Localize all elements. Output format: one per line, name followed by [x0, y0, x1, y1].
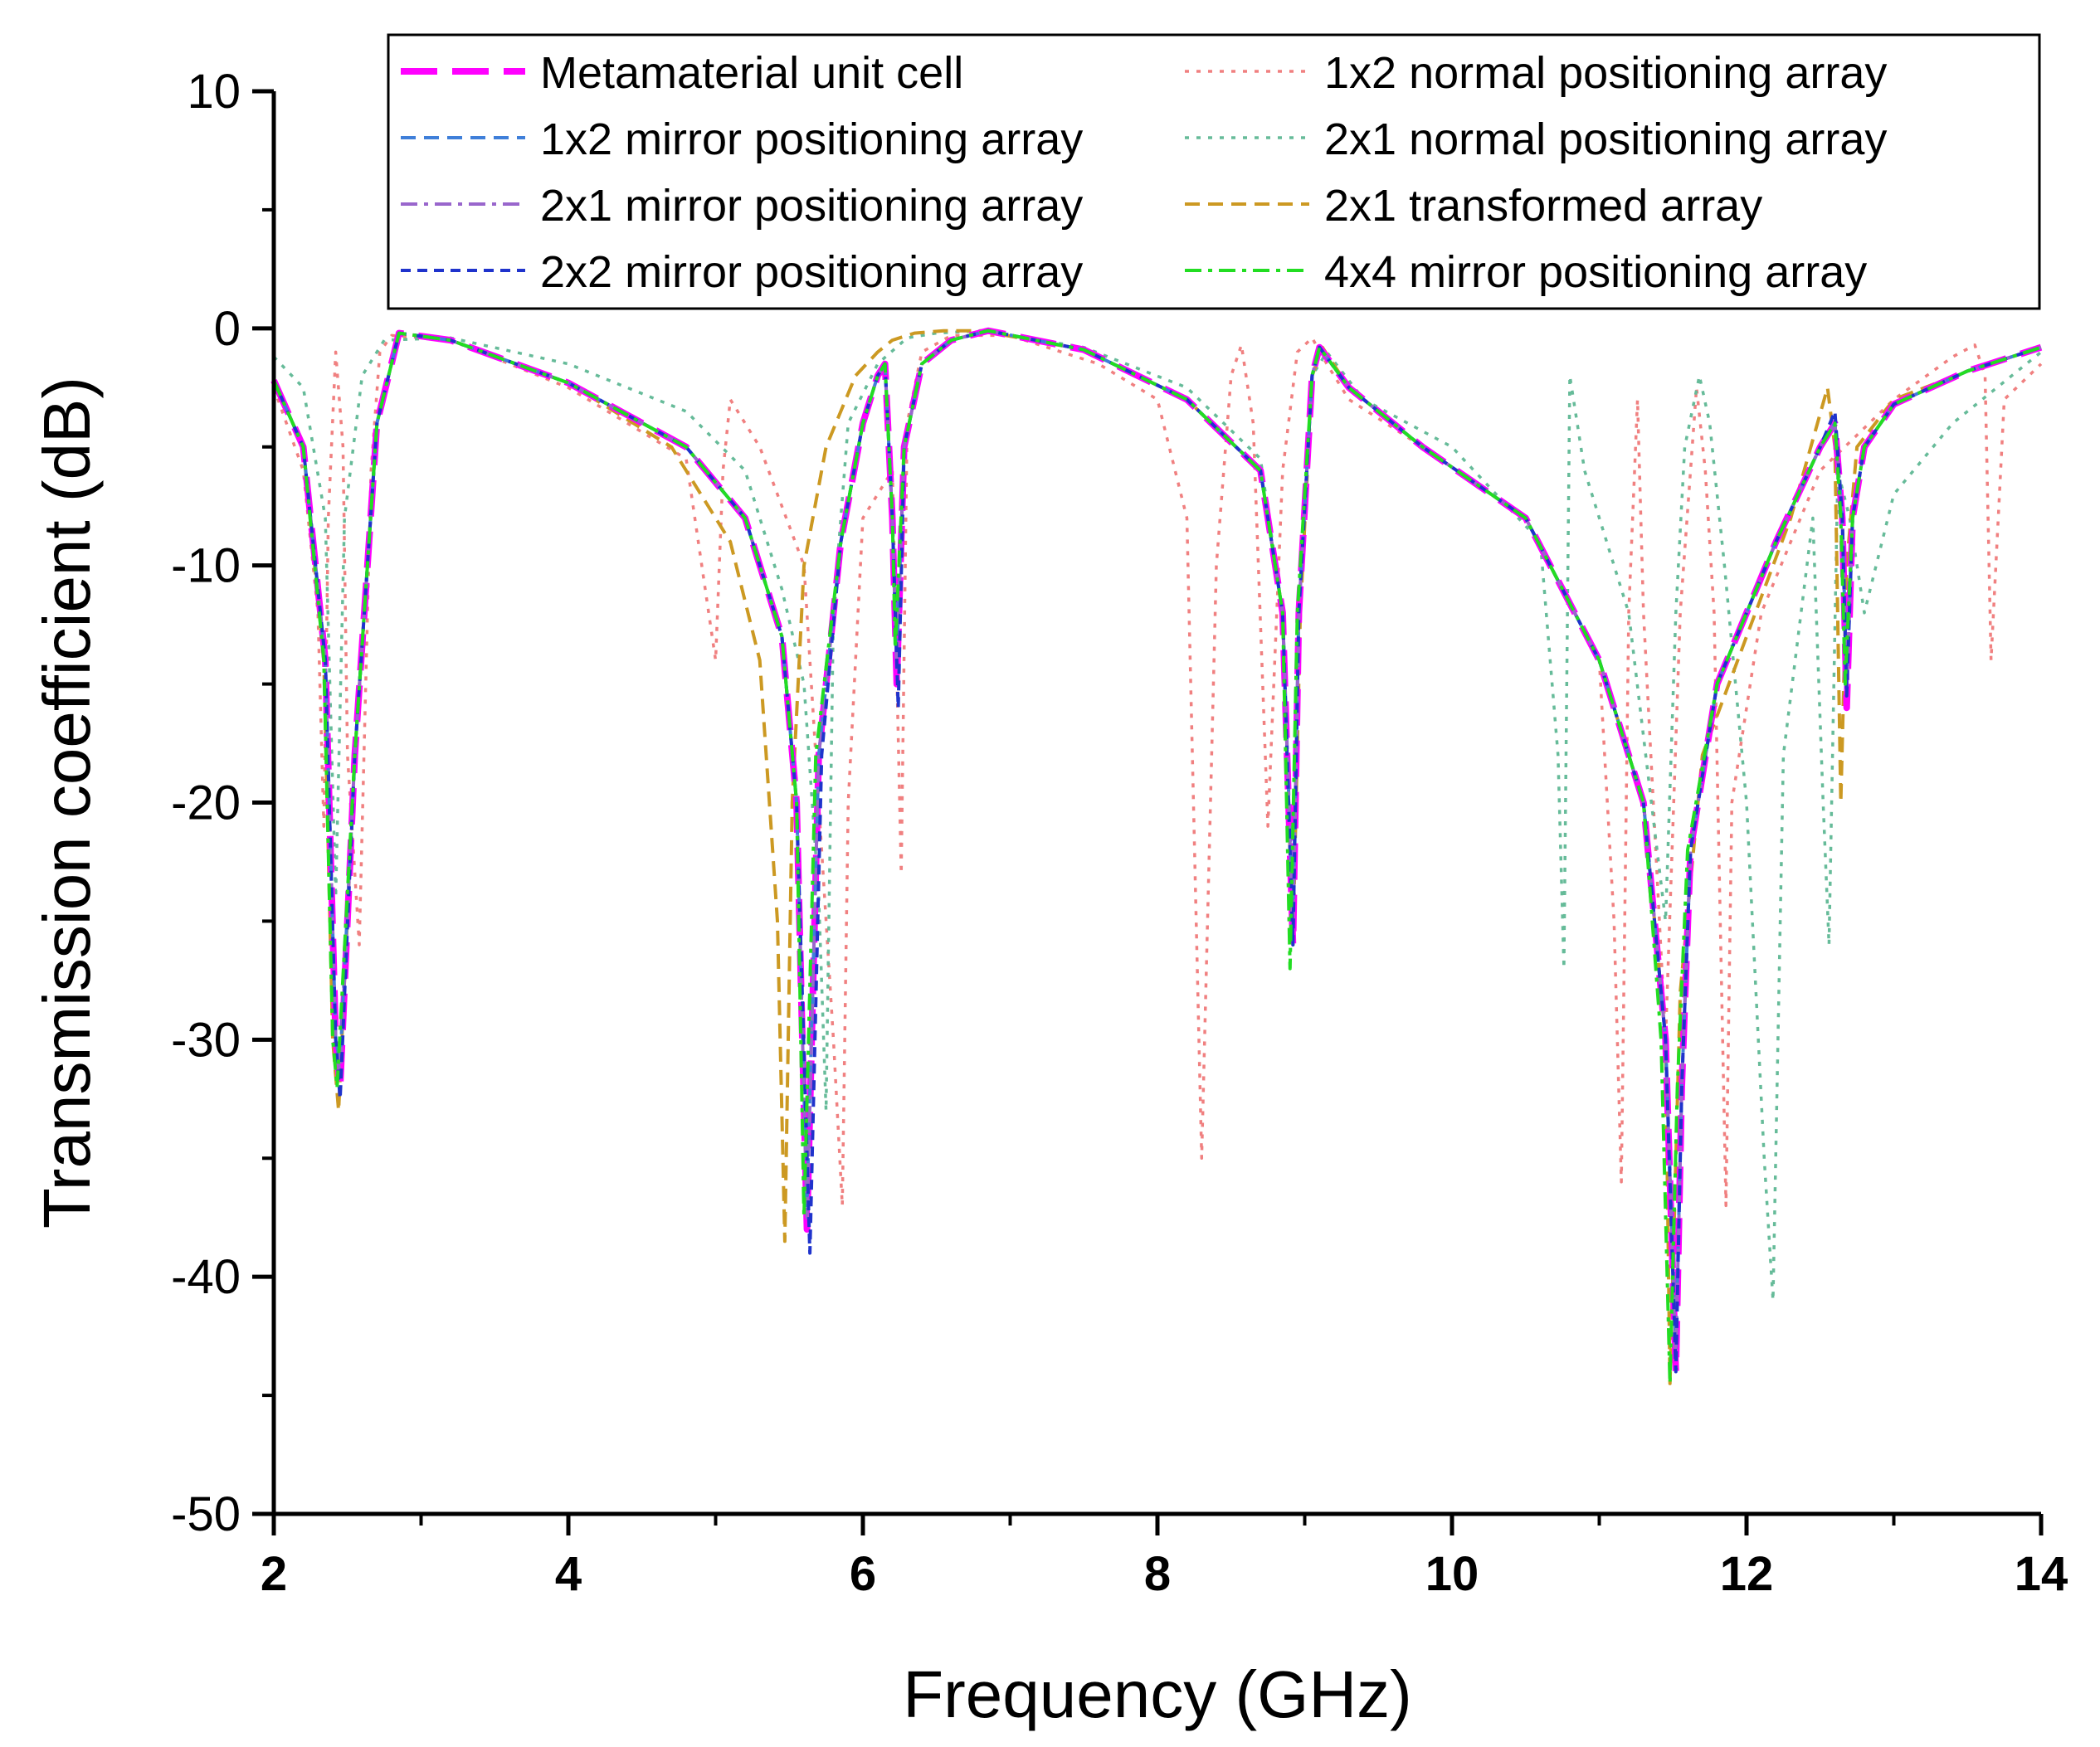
- series-line-2x1-normal-positioning-array: [272, 328, 2043, 1302]
- y-tick-label: 0: [214, 302, 241, 356]
- series-line-metamaterial-unit-cell: [270, 327, 2043, 1375]
- y-tick-label: -10: [171, 539, 241, 593]
- y-tick-label: -40: [171, 1250, 241, 1304]
- legend-label-2x2-mirror-positioning-array: 2x2 mirror positioning array: [540, 247, 1083, 297]
- series-line-1x2-normal-positioning-array: [272, 333, 2043, 1208]
- legend-label-4x4-mirror-positioning-array: 4x4 mirror positioning array: [1324, 247, 1867, 297]
- y-axis-title: Transmission coefficient (dB): [30, 377, 104, 1229]
- x-tick-label: 10: [1425, 1547, 1479, 1601]
- x-tick-label: 2: [261, 1547, 287, 1601]
- series-line-4x4-mirror-positioning-array: [272, 328, 2042, 1385]
- axes: 2 4 6 8 10 12 14 10 0 -10 -20 -30 -40 -50: [171, 65, 2068, 1601]
- x-tick-label: 14: [2015, 1547, 2068, 1601]
- series-line-2x1-mirror-positioning-array: [272, 328, 2042, 1362]
- legend: Metamaterial unit cell 1x2 mirror positio…: [387, 33, 2041, 310]
- legend-label-2x1-mirror-positioning-array: 2x1 mirror positioning array: [540, 181, 1083, 231]
- x-axis-title: Frequency (GHz): [903, 1657, 1411, 1731]
- x-tick-label: 8: [1144, 1547, 1171, 1601]
- y-tick-label: -30: [171, 1013, 241, 1067]
- legend-label-metamaterial-unit-cell: Metamaterial unit cell: [540, 48, 963, 98]
- legend-label-2x1-normal-positioning-array: 2x1 normal positioning array: [1324, 114, 1887, 164]
- y-tick-label: -20: [171, 776, 241, 830]
- series-line-1x2-mirror-positioning-array: [272, 328, 2042, 1350]
- legend-label-1x2-normal-positioning-array: 1x2 normal positioning array: [1324, 48, 1887, 98]
- x-tick-label: 12: [1720, 1547, 1774, 1601]
- series-layer: [270, 327, 2043, 1385]
- legend-label-2x1-transformed-array: 2x1 transformed array: [1324, 181, 1762, 231]
- legend-label-1x2-mirror-positioning-array: 1x2 mirror positioning array: [540, 114, 1083, 164]
- series-line-2x1-transformed-array: [272, 328, 2042, 1385]
- y-tick-label: 10: [187, 65, 241, 119]
- series-line-2x2-mirror-positioning-array: [272, 328, 2042, 1374]
- x-tick-label: 4: [555, 1547, 582, 1601]
- legend-box: [387, 33, 2041, 310]
- y-tick-label: -50: [171, 1487, 241, 1541]
- x-tick-label: 6: [850, 1547, 876, 1601]
